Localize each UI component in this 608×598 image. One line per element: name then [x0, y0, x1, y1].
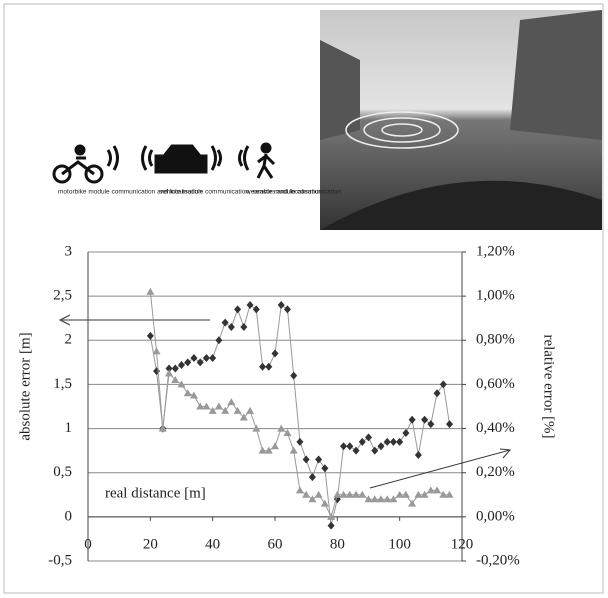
- point: [346, 442, 353, 450]
- point: [377, 442, 384, 450]
- point: [153, 367, 160, 375]
- point: [165, 369, 173, 376]
- y-tick-label: 0: [65, 508, 73, 524]
- point: [222, 319, 229, 327]
- point: [184, 389, 192, 396]
- y-tick-label: 0,5: [53, 464, 72, 480]
- point: [265, 363, 272, 371]
- point: [240, 323, 247, 331]
- point: [234, 305, 241, 313]
- arrow: [60, 315, 210, 325]
- point: [415, 451, 422, 459]
- point: [409, 416, 416, 424]
- y-tick-label: 1: [65, 420, 73, 436]
- point: [390, 438, 397, 446]
- point: [153, 347, 161, 354]
- point: [283, 429, 291, 436]
- point: [215, 403, 223, 410]
- y-tick-label: 2: [65, 332, 73, 348]
- caption: wearable module communication: [245, 189, 341, 196]
- point: [308, 495, 316, 502]
- point: [427, 420, 434, 428]
- x-tick-label: 40: [205, 536, 220, 552]
- x-tick-label: 0: [84, 536, 92, 552]
- y2-axis-title: relative error [%]: [541, 334, 557, 438]
- x-tick-label: 100: [388, 536, 411, 552]
- y2-tick-label: 1,00%: [476, 288, 515, 304]
- point: [272, 350, 279, 358]
- point: [371, 447, 378, 455]
- point: [446, 420, 453, 428]
- point: [309, 473, 316, 481]
- point: [278, 301, 285, 309]
- y2-tick-label: 1,20%: [476, 243, 515, 259]
- y2-tick-label: 0,00%: [476, 508, 515, 524]
- point: [328, 522, 335, 530]
- point: [215, 336, 222, 344]
- point: [197, 358, 204, 366]
- point: [147, 332, 154, 340]
- chart: -0,5 0 0,5 1 1,5 2 2,5 3 -0,20% 0,00% 0,20% 0,40% 0,…: [17, 243, 556, 568]
- y2-tick-label: 0,60%: [476, 376, 515, 392]
- y-tick-label: 3: [65, 243, 73, 259]
- point: [227, 398, 235, 405]
- point: [259, 363, 266, 371]
- point: [228, 323, 235, 331]
- point: [221, 407, 229, 414]
- y2-tick-label: -0,20%: [476, 552, 520, 568]
- point: [184, 358, 191, 366]
- point: [315, 491, 323, 498]
- point: [296, 438, 303, 446]
- point: [303, 455, 310, 463]
- point: [203, 354, 210, 362]
- point: [253, 305, 260, 313]
- y-tick-label: 2,5: [53, 288, 72, 304]
- point: [296, 486, 304, 493]
- y-tick-label: 1,5: [53, 376, 72, 392]
- y-tick-label: -0,5: [48, 552, 72, 568]
- y2-tick-label: 0,20%: [476, 464, 515, 480]
- x-tick-label: 80: [330, 536, 345, 552]
- point: [247, 301, 254, 309]
- point: [384, 438, 391, 446]
- x-tick-label: 20: [143, 536, 158, 552]
- point: [190, 354, 197, 362]
- point: [302, 491, 310, 498]
- y2-tick-label: 0,40%: [476, 420, 515, 436]
- point: [234, 407, 242, 414]
- x-tick-label: 120: [451, 536, 474, 552]
- point: [246, 407, 254, 414]
- point: [365, 433, 372, 441]
- point: [340, 442, 347, 450]
- point: [290, 372, 297, 380]
- point: [172, 365, 179, 373]
- series-line: [150, 292, 449, 517]
- y2-tick-label: 0,80%: [476, 332, 515, 348]
- point: [146, 288, 154, 295]
- x-tick-label: 60: [268, 536, 283, 552]
- point: [209, 407, 217, 414]
- point: [209, 354, 216, 362]
- icons: [54, 144, 274, 182]
- point: [178, 361, 185, 369]
- y-axis-title: absolute error [m]: [17, 332, 33, 440]
- point: [321, 500, 329, 507]
- figure: motorbike module communication and local…: [0, 0, 608, 598]
- point: [290, 447, 298, 454]
- point: [408, 500, 416, 507]
- point: [421, 416, 428, 424]
- point: [271, 442, 279, 449]
- annotation: real distance [m]: [105, 485, 206, 501]
- point: [284, 305, 291, 313]
